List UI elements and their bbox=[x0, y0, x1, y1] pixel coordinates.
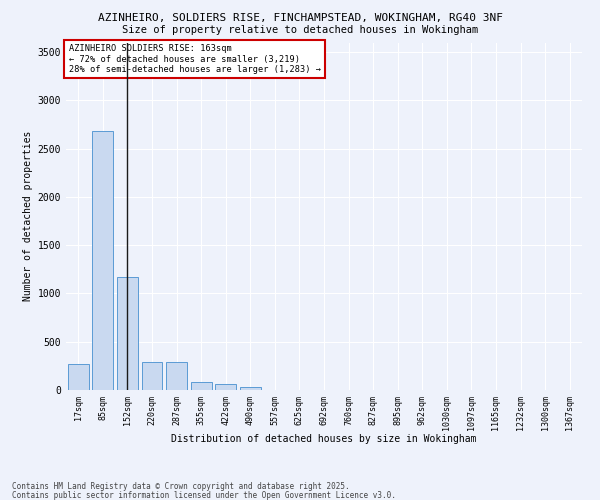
Text: AZINHEIRO SOLDIERS RISE: 163sqm
← 72% of detached houses are smaller (3,219)
28%: AZINHEIRO SOLDIERS RISE: 163sqm ← 72% of… bbox=[68, 44, 320, 74]
Text: Contains public sector information licensed under the Open Government Licence v3: Contains public sector information licen… bbox=[12, 490, 396, 500]
Bar bbox=[117, 277, 138, 390]
Y-axis label: Number of detached properties: Number of detached properties bbox=[23, 131, 34, 302]
Text: AZINHEIRO, SOLDIERS RISE, FINCHAMPSTEAD, WOKINGHAM, RG40 3NF: AZINHEIRO, SOLDIERS RISE, FINCHAMPSTEAD,… bbox=[97, 12, 503, 22]
Bar bbox=[215, 384, 236, 390]
Bar bbox=[240, 387, 261, 390]
Bar bbox=[166, 362, 187, 390]
Bar bbox=[92, 132, 113, 390]
Bar bbox=[191, 382, 212, 390]
Bar bbox=[142, 362, 163, 390]
Bar bbox=[68, 364, 89, 390]
X-axis label: Distribution of detached houses by size in Wokingham: Distribution of detached houses by size … bbox=[171, 434, 477, 444]
Text: Contains HM Land Registry data © Crown copyright and database right 2025.: Contains HM Land Registry data © Crown c… bbox=[12, 482, 350, 491]
Text: Size of property relative to detached houses in Wokingham: Size of property relative to detached ho… bbox=[122, 25, 478, 35]
